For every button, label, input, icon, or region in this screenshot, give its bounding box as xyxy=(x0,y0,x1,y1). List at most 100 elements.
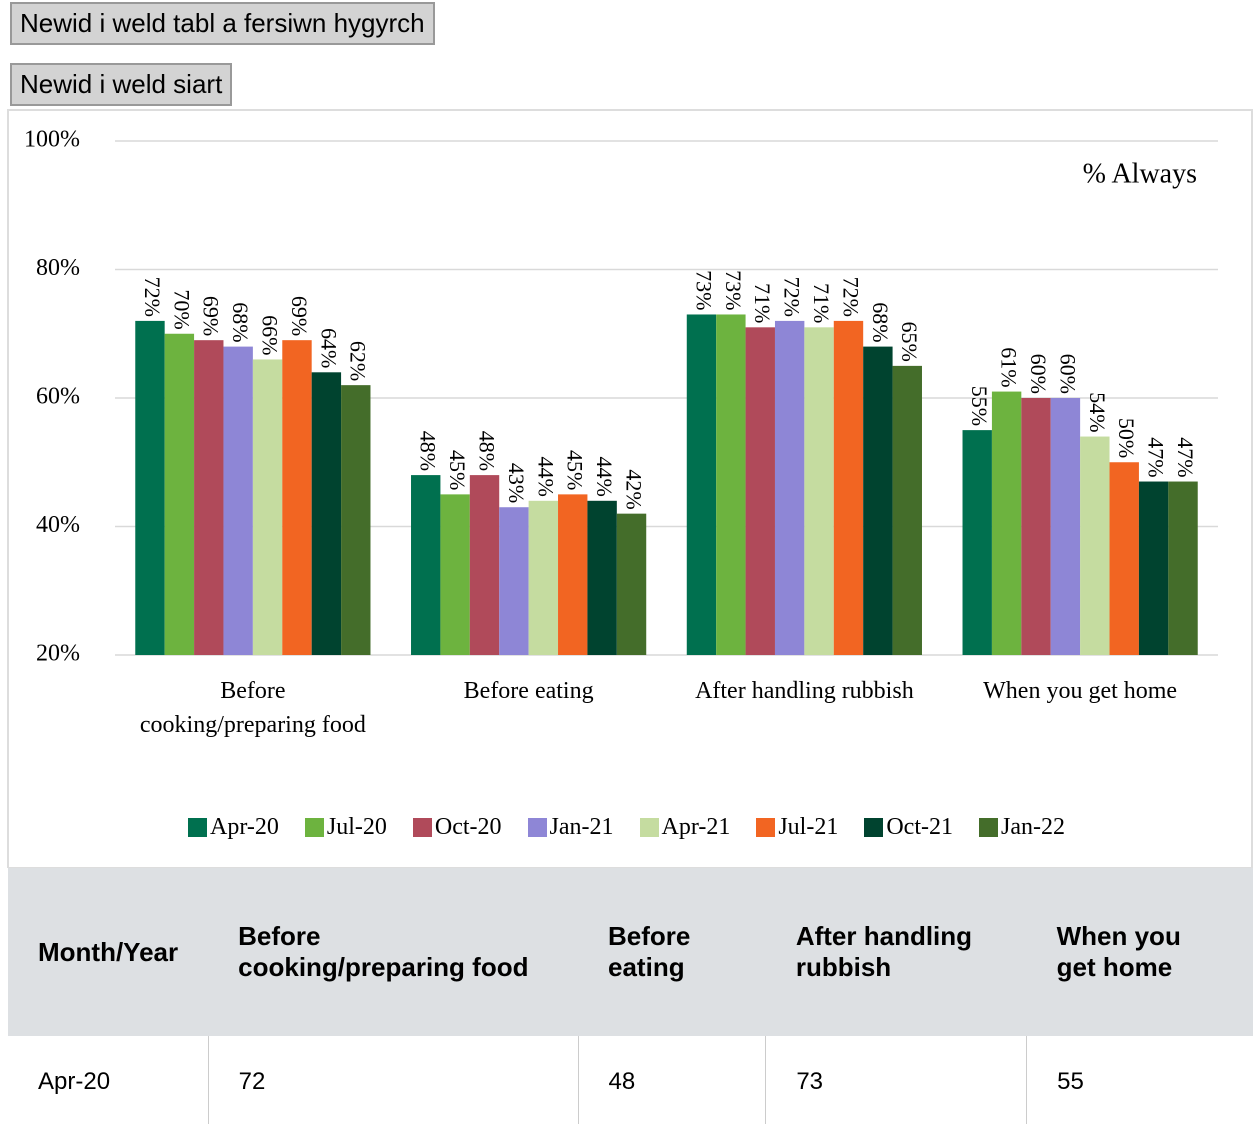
table-header-cell: Before cooking/preparing food xyxy=(208,868,579,1036)
legend-label: Jan-22 xyxy=(1001,813,1065,840)
bar xyxy=(1050,398,1081,655)
bar xyxy=(833,320,864,655)
table-cell: 73 xyxy=(765,1036,1027,1124)
data-label: 45% xyxy=(445,450,470,490)
data-label: 72% xyxy=(780,277,805,317)
table-header: Month/Year Before cooking/preparing food B… xyxy=(8,868,1253,1036)
table-cell: 72 xyxy=(207,1036,579,1124)
legend-item: Oct-20 xyxy=(412,813,502,841)
bar xyxy=(1021,398,1051,655)
data-label: 42% xyxy=(621,469,646,509)
table-header-cell: When you get home xyxy=(1026,868,1253,1036)
data-label: 47% xyxy=(1144,437,1169,477)
bar xyxy=(311,372,342,655)
chart-frame xyxy=(7,109,1253,868)
annotation: % Always xyxy=(1083,158,1197,189)
bar xyxy=(1138,481,1169,655)
data-label: 73% xyxy=(691,270,716,310)
bar xyxy=(341,385,371,655)
legend-item: Jul-20 xyxy=(304,813,387,841)
x-tick-label: When you get home xyxy=(983,678,1178,704)
data-label: 68% xyxy=(228,302,253,342)
legend-swatch xyxy=(527,817,547,837)
table-cell: 48 xyxy=(577,1036,766,1124)
legend-label: Apr-21 xyxy=(661,813,731,840)
table-header-cell: Month/Year xyxy=(8,868,209,1036)
chart: % Always 20%40%60%80%100%72% 70% 69% 68% 66%… xyxy=(7,109,1253,868)
data-label: 71% xyxy=(809,283,834,323)
legend-label: Oct-20 xyxy=(434,813,502,840)
y-tick-label: 100% xyxy=(24,127,80,153)
data-label: 44% xyxy=(592,456,617,496)
bar xyxy=(863,346,893,655)
bar xyxy=(774,320,805,655)
data-label: 66% xyxy=(258,315,283,355)
x-tick-label: Before eating xyxy=(463,678,594,704)
bar xyxy=(616,513,647,655)
data-label: 50% xyxy=(1114,418,1139,458)
data-label: 64% xyxy=(316,328,341,368)
bar xyxy=(587,500,617,655)
data-label: 55% xyxy=(967,386,992,426)
bar xyxy=(469,475,500,655)
data-label: 72% xyxy=(140,277,165,317)
legend-item: Oct-21 xyxy=(864,814,953,841)
bar xyxy=(716,314,746,655)
chart-toggle-button[interactable]: Newid i weld siart xyxy=(10,63,233,106)
legend-swatch xyxy=(412,817,432,837)
data-label: 43% xyxy=(504,463,529,503)
bar xyxy=(164,333,195,655)
bar xyxy=(804,327,834,655)
bar xyxy=(1080,436,1110,655)
legend-swatch xyxy=(304,817,324,837)
legend-label: Apr-20 xyxy=(210,813,279,840)
legend-label: Oct-21 xyxy=(886,813,953,840)
data-table: Month/Year Before cooking/preparing food B… xyxy=(8,868,1253,1124)
table-cell: 55 xyxy=(1026,1036,1253,1124)
table-toggle-button[interactable]: Newid i weld tabl a fersiwn hygyrch xyxy=(10,2,435,45)
legend-label: Jul-20 xyxy=(326,813,387,840)
bar xyxy=(411,475,441,655)
legend-item: Jan-22 xyxy=(979,814,1065,841)
legend-item: Jan-21 xyxy=(527,813,614,841)
data-label: 61% xyxy=(997,347,1022,387)
data-label: 60% xyxy=(1055,354,1080,394)
data-label: 68% xyxy=(868,302,893,342)
data-label: 71% xyxy=(750,283,775,323)
legend-label: Jan-21 xyxy=(549,813,614,840)
data-label: 65% xyxy=(897,322,922,362)
legend-swatch xyxy=(864,817,884,837)
data-label: 54% xyxy=(1085,392,1110,432)
data-label: 62% xyxy=(346,341,371,381)
bar xyxy=(892,365,922,655)
table-header-cell: Before eating xyxy=(578,868,766,1036)
legend-swatch xyxy=(639,817,659,837)
bar xyxy=(252,359,283,655)
legend-item: Jul-21 xyxy=(756,814,838,841)
table-row: Apr-20 72 48 73 55 xyxy=(8,1036,1253,1124)
data-label: 47% xyxy=(1173,437,1198,477)
legend-swatch xyxy=(188,817,208,837)
bar xyxy=(745,327,775,655)
y-tick-label: 60% xyxy=(36,384,80,410)
bar xyxy=(686,314,717,655)
bar xyxy=(282,340,312,655)
bar xyxy=(558,494,588,655)
bar xyxy=(223,346,253,655)
data-label: 48% xyxy=(474,431,499,471)
legend-swatch xyxy=(756,817,776,837)
table-header-cell: After handling rubbish xyxy=(765,868,1027,1036)
bar xyxy=(194,340,224,655)
data-label: 73% xyxy=(721,270,746,310)
data-label: 45% xyxy=(563,450,588,490)
x-tick-label: After handling rubbish xyxy=(695,678,914,704)
y-tick-label: 40% xyxy=(36,512,80,538)
bar xyxy=(499,507,529,655)
bar xyxy=(1109,462,1139,655)
bar xyxy=(440,494,470,655)
bar xyxy=(528,500,559,655)
bar xyxy=(991,391,1022,655)
bar xyxy=(962,430,992,655)
legend-label: Jul-21 xyxy=(778,813,839,840)
